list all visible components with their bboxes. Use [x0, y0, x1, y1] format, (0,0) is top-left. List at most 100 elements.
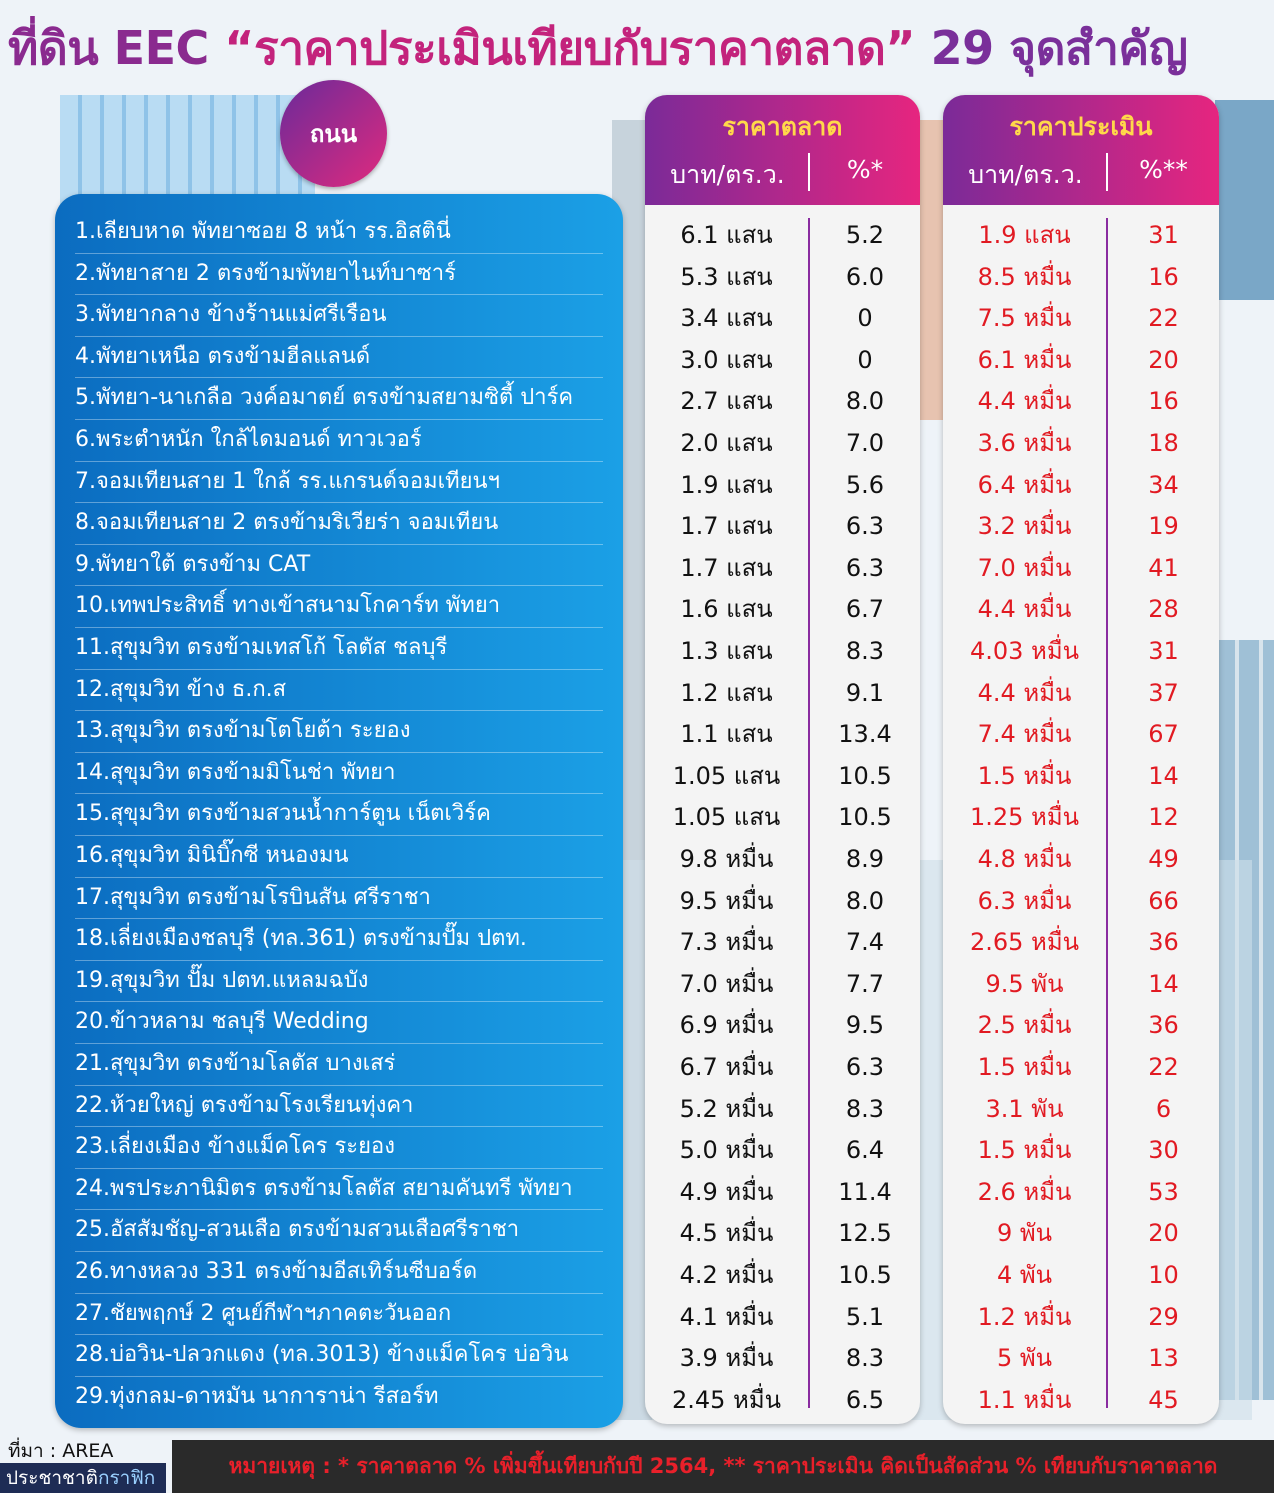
assessed-price-value: 1.1 หมื่น: [977, 1385, 1072, 1414]
title-part-2: “ราคาประเมินเทียบกับราคาตลาด”: [224, 21, 916, 75]
assessed-unit-label: บาท/ตร.ว.: [968, 160, 1083, 189]
assessed-price-title: ราคาประเมิน: [1009, 112, 1153, 141]
assessed-percent-value: 10: [1148, 1261, 1179, 1289]
market-price-value: 2.0 แสน: [680, 429, 773, 457]
assessed-percent-value: 20: [1148, 1219, 1179, 1248]
assessed-percent-value: 20: [1148, 345, 1179, 374]
road-name: 4.พัทยาเหนือ ตรงข้ามฮีลแลนด์: [75, 336, 603, 379]
market-percent-value: 12.5: [838, 1219, 892, 1248]
credit-part-1: ประชาชาติ: [6, 1467, 98, 1489]
assessed-price-value: 1.2 หมื่น: [977, 1302, 1072, 1331]
market-price-value: 2.7 แสน: [680, 387, 773, 416]
market-price-value: 5.0 หมื่น: [679, 1136, 774, 1165]
assessed-percent-value: 31: [1148, 221, 1179, 249]
market-price-value: 7.3 หมื่น: [679, 928, 774, 957]
assessed-price-value: 7.0 หมื่น: [977, 553, 1072, 582]
assessed-percent-value: 16: [1148, 262, 1179, 291]
assessed-price-value: 5 พัน: [996, 1344, 1053, 1373]
market-percent-value: 6.7: [845, 595, 885, 624]
market-percent-value: 10.5: [838, 1261, 892, 1289]
market-percent-value: 6.3: [845, 553, 885, 582]
market-price-value: 2.45 หมื่น: [671, 1385, 782, 1414]
assessed-price-value: 4.4 หมื่น: [977, 595, 1072, 624]
assessed-percent-value: 6: [1155, 1094, 1172, 1123]
market-price-value: 1.9 แสน: [680, 470, 773, 499]
road-name: 10.เทพประสิทธิ์ ทางเข้าสนามโกคาร์ท พัทยา: [75, 585, 603, 628]
market-percent-label: %*: [846, 155, 884, 184]
road-name: 27.ชัยพฤกษ์ 2 ศูนย์กีฬาฯภาคตะวันออก: [75, 1293, 603, 1336]
market-price-card: ราคาตลาด บาท/ตร.ว. %* 6.1 แสน 5.2 5.3 แสน 6…: [645, 95, 920, 1424]
assessed-price-value: 4.4 หมื่น: [977, 678, 1072, 707]
assessed-price-value: 7.4 หมื่น: [977, 720, 1072, 749]
market-percent-value: 6.4: [845, 1136, 885, 1165]
building-illustration: [1215, 100, 1274, 300]
title-part-1: ที่ดิน EEC: [8, 21, 209, 75]
road-name: 12.สุขุมวิท ข้าง ธ.ก.ส: [75, 669, 603, 712]
market-price-value: 4.2 หมื่น: [679, 1261, 774, 1289]
market-price-value: 4.9 หมื่น: [679, 1177, 774, 1206]
market-price-value: 6.7 หมื่น: [679, 1053, 774, 1081]
road-name: 23.เลี่ยงเมือง ข้างแม็คโคร ระยอง: [75, 1126, 603, 1169]
assessed-percent-value: 34: [1148, 470, 1179, 499]
market-price-value: 3.0 แสน: [680, 345, 773, 374]
road-column-badge: ถนน: [280, 80, 387, 187]
assessed-price-value: 4.4 หมื่น: [977, 387, 1072, 416]
road-name: 5.พัทยา-นาเกลือ วงค์อมาตย์ ตรงข้ามสยามซิ…: [75, 377, 603, 420]
market-price-value: 6.9 หมื่น: [679, 1011, 774, 1040]
column-divider: [1106, 218, 1108, 1408]
market-percent-value: 5.1: [845, 1302, 885, 1331]
market-price-value: 9.5 หมื่น: [679, 886, 774, 915]
road-name: 13.สุขุมวิท ตรงข้ามโตโยต้า ระยอง: [75, 710, 603, 753]
assessed-percent-value: 14: [1148, 761, 1179, 790]
assessed-price-card: ราคาประเมิน บาท/ตร.ว. %** 1.9 แสน 31 8.5 ห…: [943, 95, 1219, 1424]
market-percent-value: 0: [857, 345, 873, 374]
market-price-value: 1.7 แสน: [680, 553, 773, 582]
assessed-price-value: 1.25 หมื่น: [969, 803, 1080, 832]
road-name: 7.จอมเทียนสาย 1 ใกล้ รร.แกรนด์จอมเทียนฯ: [75, 461, 603, 504]
market-price-value: 5.3 แสน: [680, 262, 773, 291]
road-name: 3.พัทยากลาง ข้างร้านแม่ศรีเรือน: [75, 294, 603, 337]
market-price-value: 9.8 หมื่น: [679, 845, 774, 873]
assessed-percent-value: 14: [1148, 969, 1179, 998]
column-divider: [808, 218, 810, 1408]
market-price-value: 1.2 แสน: [680, 678, 773, 707]
assessed-price-value: 1.5 หมื่น: [977, 1136, 1072, 1165]
road-name: 6.พระตำหนัก ใกล้ไดมอนด์ ทาวเวอร์: [75, 419, 603, 462]
assessed-percent-value: 30: [1148, 1136, 1179, 1165]
assessed-price-value: 1.5 หมื่น: [977, 761, 1072, 790]
market-percent-value: 7.7: [845, 969, 885, 998]
market-percent-value: 13.4: [838, 720, 892, 749]
assessed-percent-value: 28: [1148, 595, 1179, 624]
road-name: 15.สุขุมวิท ตรงข้ามสวนน้ำการ์ตูน เน็ตเวิ…: [75, 793, 603, 836]
road-name: 28.บ่อวิน-ปลวกแดง (ทล.3013) ข้างแม็คโคร …: [75, 1334, 603, 1377]
market-percent-value: 8.9: [845, 845, 885, 873]
assessed-percent-value: 12: [1148, 803, 1179, 832]
assessed-percent-value: 49: [1148, 845, 1179, 873]
assessed-price-value: 4.8 หมื่น: [977, 845, 1072, 873]
header-divider: [1106, 153, 1108, 191]
market-percent-value: 10.5: [838, 803, 892, 832]
assessed-percent-value: 13: [1148, 1344, 1179, 1373]
market-percent-value: 8.3: [845, 1094, 885, 1123]
market-percent-value: 7.4: [845, 928, 885, 957]
credit-part-2: กราฟิก: [97, 1467, 156, 1489]
road-name: 8.จอมเทียนสาย 2 ตรงข้ามริเวียร่า จอมเทีย…: [75, 502, 603, 545]
assessed-percent-value: 41: [1148, 553, 1179, 582]
assessed-percent-value: 37: [1148, 678, 1179, 707]
source-label: ที่มา : AREA: [8, 1440, 114, 1462]
assessed-percent-value: 31: [1148, 637, 1179, 665]
assessed-price-value: 6.1 หมื่น: [977, 345, 1072, 374]
market-price-value: 1.7 แสน: [680, 512, 773, 541]
market-percent-value: 11.4: [838, 1177, 892, 1206]
assessed-percent-value: 22: [1148, 304, 1179, 333]
assessed-price-value: 6.4 หมื่น: [977, 470, 1072, 499]
road-name: 17.สุขุมวิท ตรงข้ามโรบินสัน ศรีราชา: [75, 877, 603, 920]
market-percent-value: 6.0: [845, 262, 885, 291]
road-name: 18.เลี่ยงเมืองชลบุรี (ทล.361) ตรงข้ามปั๊…: [75, 918, 603, 961]
road-name: 20.ข้าวหลาม ชลบุรี Wedding: [75, 1001, 603, 1044]
market-percent-value: 5.6: [845, 470, 885, 499]
market-percent-value: 0: [857, 304, 873, 333]
assessed-price-value: 2.6 หมื่น: [977, 1177, 1072, 1206]
header-divider: [808, 153, 810, 191]
road-name: 26.ทางหลวง 331 ตรงข้ามอีสเทิร์นซีบอร์ด: [75, 1251, 603, 1294]
